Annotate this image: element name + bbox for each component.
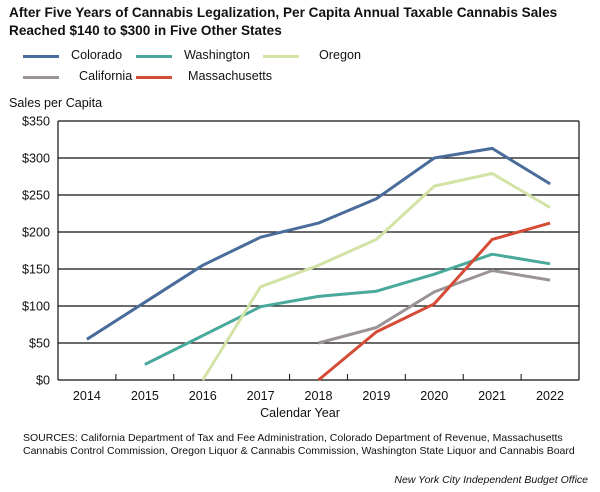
x-tick-label-2014: 2014	[73, 389, 101, 403]
y-axis-label: Sales per Capita	[9, 96, 103, 110]
x-axis-label: Calendar Year	[260, 406, 340, 420]
legend-item-washington: Washington	[136, 48, 276, 64]
x-tick-label-2017: 2017	[247, 389, 275, 403]
x-tick-label-2020: 2020	[420, 389, 448, 403]
y-tick-label: $250	[22, 189, 50, 203]
y-tick-label: $150	[22, 263, 50, 277]
legend-swatch-california	[23, 76, 59, 79]
legend-item-massachusetts: Massachusetts	[136, 69, 296, 85]
y-tick-label: $350	[22, 115, 50, 129]
y-tick-label: $50	[29, 337, 50, 351]
x-tick-label-2016: 2016	[189, 389, 217, 403]
legend-label-california: California	[79, 69, 133, 83]
y-tick-label: $200	[22, 226, 50, 240]
legend-label-massachusetts: Massachusetts	[188, 69, 272, 83]
legend-label-oregon: Oregon	[319, 48, 362, 62]
y-tick-label: $300	[22, 152, 50, 166]
x-tick-label-2015: 2015	[131, 389, 159, 403]
legend-item-oregon: Oregon	[263, 48, 383, 64]
credit-line: New York City Independent Budget Office	[394, 474, 588, 486]
legend-item-california: California	[23, 69, 163, 85]
legend-label-colorado: Colorado	[71, 48, 123, 62]
legend-swatch-washington	[136, 55, 172, 58]
legend-item-colorado: Colorado	[23, 48, 143, 64]
sources-note: SOURCES: California Department of Tax an…	[23, 432, 575, 457]
x-tick-label-2018: 2018	[304, 389, 332, 403]
legend-swatch-colorado	[23, 55, 59, 58]
series-line-massachusetts	[317, 221, 551, 382]
legend-label-washington: Washington	[184, 48, 251, 62]
series-line-oregon	[201, 172, 551, 381]
series-line-washington	[144, 252, 551, 366]
chart-title: After Five Years of Cannabis Legalizatio…	[9, 5, 558, 38]
legend-swatch-massachusetts	[136, 76, 172, 79]
y-tick-label: $100	[22, 300, 50, 314]
legend-swatch-oregon	[263, 55, 299, 58]
x-tick-label-2019: 2019	[362, 389, 390, 403]
series-line-colorado	[86, 146, 551, 341]
y-tick-label: $0	[36, 374, 50, 388]
x-tick-label-2021: 2021	[478, 389, 506, 403]
series-line-california	[318, 269, 551, 345]
x-tick-label-2022: 2022	[536, 389, 564, 403]
